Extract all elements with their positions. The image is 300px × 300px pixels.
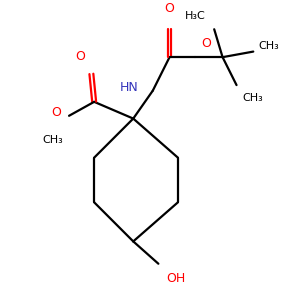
Text: OH: OH xyxy=(167,272,186,285)
Text: O: O xyxy=(165,2,175,15)
Text: O: O xyxy=(51,106,61,119)
Text: O: O xyxy=(201,37,211,50)
Text: CH₃: CH₃ xyxy=(43,135,64,145)
Text: HN: HN xyxy=(120,81,139,94)
Text: CH₃: CH₃ xyxy=(259,41,280,51)
Text: H₃C: H₃C xyxy=(185,11,206,21)
Text: CH₃: CH₃ xyxy=(242,94,263,103)
Text: O: O xyxy=(75,50,85,63)
